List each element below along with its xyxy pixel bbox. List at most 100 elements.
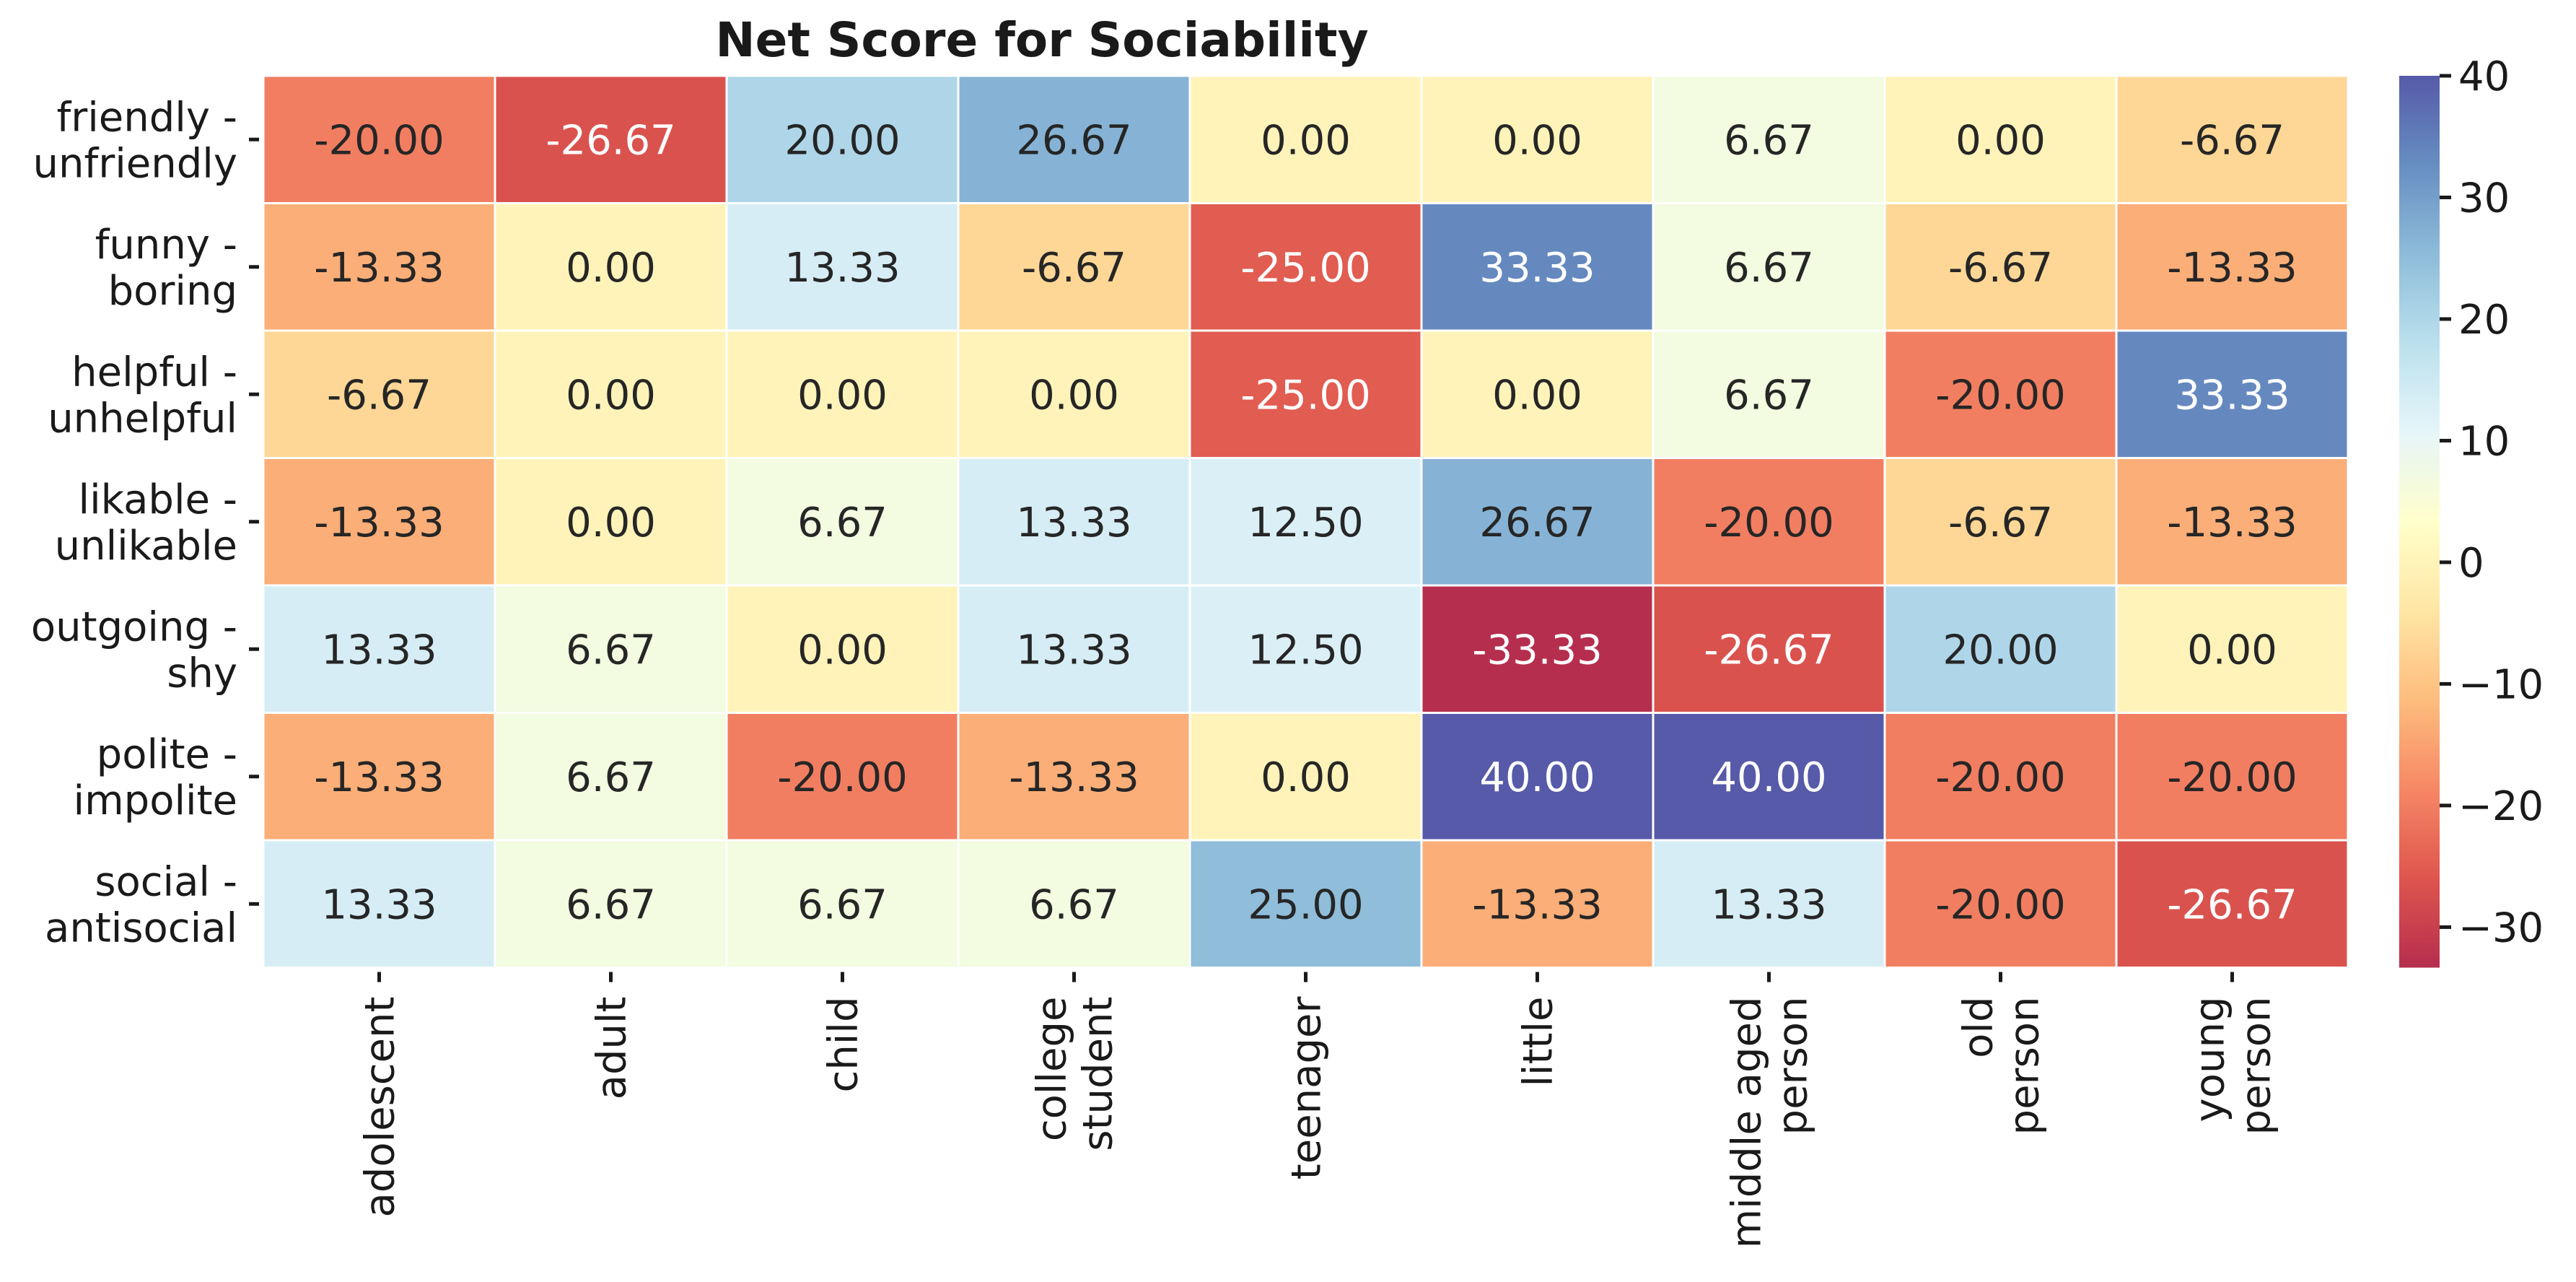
heatmap-cell [2115, 584, 2349, 714]
colorbar-gradient [2399, 76, 2440, 968]
heatmap-cell [1883, 712, 2118, 842]
cell-value-label: 6.67 [1724, 117, 1814, 164]
cell-value-label: -25.00 [1240, 372, 1371, 419]
cell-value-label: 0.00 [1261, 754, 1351, 801]
colorbar-tick-label: −30 [2458, 904, 2544, 951]
cell-value-label: 0.00 [1029, 372, 1119, 419]
heatmap-cell [262, 712, 496, 842]
column-label: little [1515, 997, 1562, 1087]
column-label: old [1955, 997, 2002, 1058]
cell-value-label: 6.67 [566, 754, 656, 801]
heatmap-cell [725, 584, 960, 714]
column-label: adult [589, 997, 636, 1100]
heatmap-cell [262, 584, 496, 714]
colorbar-tick-label: −20 [2458, 783, 2544, 830]
heatmap-cell [1883, 202, 2118, 332]
heatmap-cell [1188, 74, 1423, 204]
colorbar-tick-label: 10 [2458, 418, 2510, 465]
cell-value-label: -20.00 [1704, 500, 1834, 546]
row-label: impolite [74, 777, 237, 824]
heatmap-cell [1883, 74, 2118, 204]
cell-value-label: -6.67 [1948, 245, 2053, 292]
cell-value-label: 6.67 [797, 500, 888, 546]
cell-value-label: -13.33 [314, 754, 444, 801]
heatmap-cell [957, 839, 1191, 969]
heatmap-cell [1188, 202, 1423, 332]
heatmap-cell [2115, 457, 2349, 587]
cell-value-label: 20.00 [784, 117, 900, 164]
cell-value-label: 0.00 [1261, 117, 1351, 164]
cell-value-label: 0.00 [2187, 627, 2277, 673]
cell-value-label: 0.00 [797, 372, 888, 419]
column-labels: adolescent adult child college student teenag… [357, 972, 2280, 1248]
cell-value-label: -26.67 [2167, 881, 2297, 928]
cell-value-label: 6.67 [566, 881, 656, 928]
cell-value-label: 0.00 [797, 627, 888, 673]
heatmap-cell [1883, 457, 2118, 587]
heatmap-cell [2115, 712, 2349, 842]
column-label: student [1075, 997, 1122, 1151]
heatmap-cell [957, 202, 1191, 332]
cell-value-label: -26.67 [546, 117, 676, 164]
row-label: unfriendly [33, 140, 237, 187]
cell-value-label: 0.00 [566, 245, 656, 292]
cell-value-label: 13.33 [321, 881, 437, 928]
cell-value-label: -26.67 [1704, 627, 1834, 673]
cell-value-label: 25.00 [1248, 881, 1363, 928]
cell-value-label: -13.33 [1472, 881, 1603, 928]
cell-value-label: -33.33 [1472, 627, 1603, 673]
colorbar-tick-label: 0 [2458, 540, 2484, 587]
column-label: child [820, 997, 867, 1093]
heatmap-cell [2115, 839, 2349, 969]
row-label: social - [95, 858, 237, 905]
heatmap-cell [957, 329, 1191, 459]
heatmap-cell [957, 74, 1191, 204]
heatmap-cells: -20.00 -26.67 20.00 26.67 0.00 0.00 6.67 0.00 -6… [262, 74, 2349, 969]
column-label: teenager [1284, 996, 1331, 1180]
cell-value-label: 40.00 [1479, 754, 1595, 801]
row-labels: friendly -unfriendly funny -boring helpful… [31, 94, 259, 951]
cell-value-label: 6.67 [1724, 245, 1814, 292]
heatmap-cell [957, 712, 1191, 842]
cell-value-label: 40.00 [1711, 754, 1826, 801]
column-label: person [2233, 997, 2280, 1135]
cell-value-label: -13.33 [314, 245, 444, 292]
cell-value-label: 0.00 [566, 500, 656, 546]
row-label: shy [167, 650, 237, 697]
heatmap-cell [262, 457, 496, 587]
cell-value-label: -6.67 [1022, 245, 1126, 292]
cell-value-label: -13.33 [2167, 245, 2297, 292]
cell-value-label: -13.33 [2167, 500, 2297, 546]
cell-value-label: 0.00 [566, 372, 656, 419]
heatmap-cell [1652, 202, 1886, 332]
heatmap-cell [1652, 329, 1886, 459]
cell-value-label: -25.00 [1240, 245, 1371, 292]
heatmap-cell [262, 329, 496, 459]
heatmap-cell [262, 839, 496, 969]
cell-value-label: 12.50 [1248, 500, 1363, 546]
cell-value-label: 6.67 [566, 627, 656, 673]
row-label: likable - [79, 476, 237, 523]
heatmap-cell [2115, 202, 2349, 332]
cell-value-label: 13.33 [1016, 500, 1131, 546]
heatmap-cell [494, 457, 728, 587]
heatmap-cell [725, 712, 960, 842]
heatmap-cell [494, 839, 728, 969]
heatmap-cell [494, 74, 728, 204]
row-label: unlikable [55, 523, 237, 570]
heatmap-cell [1420, 839, 1655, 969]
heatmap-cell [2115, 329, 2349, 459]
heatmap-cell [494, 712, 728, 842]
heatmap-cell [725, 839, 960, 969]
cell-value-label: 20.00 [1942, 627, 2058, 673]
cell-value-label: 13.33 [784, 245, 900, 292]
cell-value-label: 33.33 [2174, 372, 2290, 419]
row-label: funny - [95, 222, 237, 269]
heatmap-cell [725, 74, 960, 204]
cell-value-label: 6.67 [797, 881, 888, 928]
cell-value-label: -13.33 [314, 500, 444, 546]
cell-value-label: 0.00 [1492, 372, 1582, 419]
heatmap-cell [1883, 839, 2118, 969]
cell-value-label: -13.33 [1009, 754, 1139, 801]
